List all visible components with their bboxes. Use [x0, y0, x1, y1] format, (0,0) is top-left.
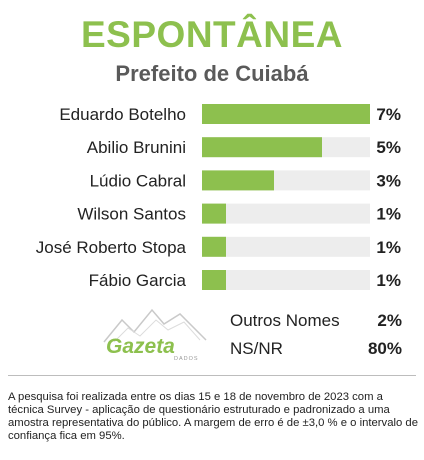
bar-track [202, 270, 370, 290]
value-label: 1% [376, 205, 401, 224]
bar-chart: Eduardo Botelho 7% Abilio Brunini 5% Lúdio C… [36, 104, 401, 290]
category-label: José Roberto Stopa [36, 238, 187, 257]
bar [202, 137, 322, 158]
value-label: 1% [376, 238, 401, 257]
chart-title: ESPONTÂNEA [81, 14, 343, 55]
others-value: 80% [367, 339, 402, 358]
divider [8, 375, 416, 376]
bar [202, 203, 226, 224]
category-label: Abilio Brunini [87, 138, 186, 157]
logo-tagline: DADOS [174, 356, 199, 362]
others-label: Outros Nomes [230, 311, 340, 330]
bar-track [202, 236, 370, 257]
logo-wordmark: Gazeta [106, 335, 175, 358]
bar [202, 236, 226, 257]
others-label: NS/NR [230, 339, 283, 358]
value-label: 3% [376, 171, 401, 190]
others-value: 2% [377, 311, 402, 330]
gazeta-logo: Gazeta DADOS [103, 308, 207, 362]
chart-subtitle: Prefeito de Cuiabá [115, 61, 309, 86]
methodology-footnote: A pesquisa foi realizada entre os dias 1… [8, 391, 418, 442]
bar [202, 270, 226, 290]
logo-graph-line [103, 308, 207, 343]
value-label: 5% [376, 138, 401, 157]
bar-track [202, 203, 370, 224]
category-label: Wilson Santos [77, 205, 186, 224]
category-label: Lúdio Cabral [90, 171, 186, 190]
category-label: Fábio Garcia [89, 271, 187, 290]
logo-graph-line-2 [113, 319, 201, 343]
bar [202, 104, 370, 124]
bar [202, 170, 274, 191]
value-label: 7% [376, 105, 401, 124]
category-label: Eduardo Botelho [59, 105, 186, 124]
value-label: 1% [376, 271, 401, 290]
